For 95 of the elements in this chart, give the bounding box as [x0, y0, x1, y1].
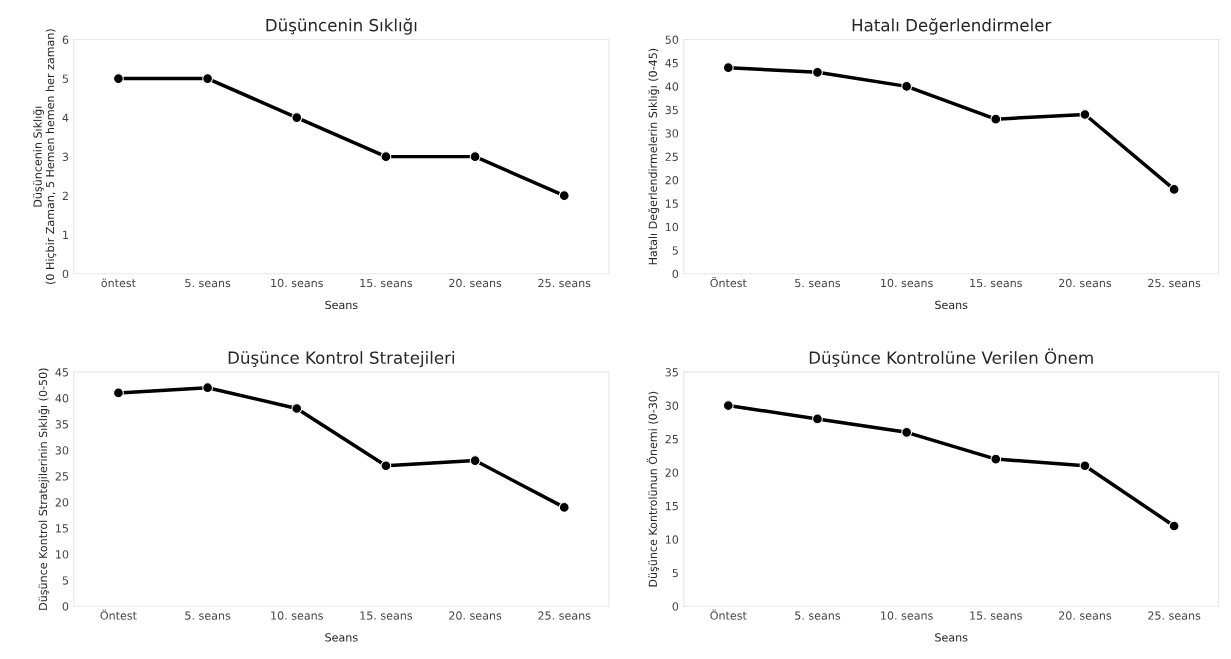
y-tick-label: 5 [672, 568, 678, 578]
point [901, 81, 913, 92]
y-tick-label: 25 [665, 152, 678, 162]
x-axis-title: Seans [935, 300, 968, 310]
point [722, 62, 734, 74]
chart-title: Düşüncenin Sıklığı [266, 18, 417, 35]
x-axis-title: Seans [325, 300, 358, 310]
y-tick-label: 35 [665, 105, 678, 115]
point [113, 387, 124, 399]
y-tick-label: 10 [665, 535, 679, 544]
x-tick-label: Öntest [710, 276, 747, 288]
y-tick-label: 2 [62, 191, 68, 200]
y-tick-label: 10 [56, 550, 69, 559]
point [558, 502, 570, 513]
point [202, 382, 213, 394]
x-tick-label: 20. seans [449, 278, 502, 288]
y-tick-label: 5 [672, 246, 678, 255]
y-tick-label: 30 [665, 129, 679, 138]
point [990, 113, 1002, 125]
x-tick-label: 15. seans [360, 611, 413, 620]
point [1079, 460, 1091, 472]
point [202, 73, 213, 84]
x-tick-label: 10. seans [271, 278, 323, 288]
y-tick-label: 15 [665, 502, 678, 511]
point [291, 403, 303, 414]
x-tick-label: 10. seans [881, 278, 933, 288]
y-tick-label: 45 [55, 368, 69, 377]
point [380, 460, 392, 472]
point [990, 453, 1002, 465]
chart-title: Düşünce Kontrolüne Verilen Önem [809, 348, 1093, 367]
point [469, 455, 481, 466]
y-axis-title: Düşüncenin Sıklığı (0 Hiçbir Zaman, 5 Hemen hemen her zaman) [32, 29, 57, 284]
x-tick-label: 5. seans [185, 611, 231, 620]
point [1079, 109, 1091, 120]
y-tick-label: 35 [55, 420, 69, 429]
x-tick-label: Öntest [100, 609, 137, 620]
y-tick-label: 4 [62, 113, 69, 122]
x-tick-label: 25. seans [538, 611, 591, 620]
y-tick-label: 40 [665, 82, 679, 91]
y-tick-label: 30 [55, 446, 69, 455]
x-tick-label: 5. seans [795, 611, 841, 620]
y-tick-label: 30 [665, 401, 679, 410]
point [1168, 520, 1180, 532]
point [291, 112, 303, 123]
x-axis-title: Seans [325, 633, 358, 642]
x-tick-label: öntest [101, 278, 136, 288]
y-tick-label: 0 [62, 269, 69, 279]
y-tick-label: 50 [665, 35, 679, 44]
x-tick-label: 25. seans [1148, 611, 1201, 620]
x-axis-title: Seans [935, 633, 968, 642]
y-tick-label: 0 [672, 602, 679, 611]
x-tick-label: 15. seans [970, 611, 1022, 620]
x-tick-label: 5. seans [795, 278, 841, 288]
x-tick-label: 20. seans [1059, 611, 1112, 620]
x-tick-label: 5. seans [185, 278, 231, 288]
point [113, 73, 124, 84]
y-tick-label: 0 [62, 602, 69, 611]
y-tick-label: 6 [62, 35, 69, 44]
x-tick-label: 20. seans [449, 611, 502, 620]
y-tick-label: 20 [665, 176, 679, 185]
y-tick-label: 35 [665, 368, 678, 377]
y-axis-title: Hatalı Değerlendirmelerin Sıklığı (0-45) [648, 48, 660, 265]
x-tick-label: Öntest [710, 609, 747, 620]
point [812, 413, 823, 425]
chart-title: Hatalı Değerlendirmeler [852, 18, 1052, 35]
y-tick-label: 3 [62, 152, 69, 162]
point [812, 66, 823, 78]
y-tick-label: 0 [672, 269, 679, 279]
y-tick-label: 1 [63, 230, 68, 239]
x-tick-label: 25. seans [1148, 278, 1201, 288]
y-tick-label: 45 [665, 59, 678, 68]
y-tick-label: 5 [62, 576, 69, 585]
x-tick-label: 10. seans [271, 611, 323, 620]
x-tick-label: 25. seans [538, 278, 591, 288]
x-tick-label: 10. seans [881, 611, 933, 620]
y-tick-label: 20 [665, 468, 679, 477]
y-tick-label: 15 [56, 524, 69, 533]
y-tick-label: 5 [62, 74, 69, 83]
y-tick-label: 10 [665, 222, 679, 232]
y-tick-label: 25 [55, 472, 69, 481]
point [901, 426, 913, 438]
x-tick-label: 15. seans [970, 278, 1022, 288]
y-tick-label: 15 [665, 199, 678, 208]
y-axis-title: Düşünce Kontrol Stratejilerinin Sıklığı (0-50) [38, 368, 50, 610]
point [722, 400, 734, 411]
chart-title: Düşünce Kontrol Stratejileri [228, 351, 455, 368]
y-axis-title: Düşünce Kontrolünun Önemi (0-30) [646, 391, 659, 587]
point [1168, 184, 1180, 195]
point [380, 151, 392, 163]
x-tick-label: 15. seans [360, 278, 413, 288]
y-tick-label: 40 [55, 394, 69, 403]
y-tick-label: 25 [665, 434, 678, 444]
y-tick-label: 20 [55, 498, 69, 507]
x-tick-label: 20. seans [1059, 278, 1112, 288]
point [558, 190, 570, 202]
